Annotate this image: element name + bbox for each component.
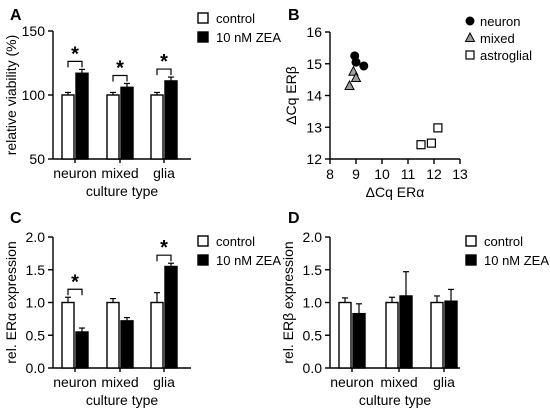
- bar-control-mixed: [106, 94, 120, 160]
- significance-bracket: [156, 254, 172, 262]
- bar-zea-mixed: [120, 86, 134, 160]
- legend-label-neuron: neuron: [480, 14, 520, 29]
- point-astroglial: [426, 138, 436, 148]
- y-tick-label: 1.0: [26, 295, 46, 311]
- category-label-neuron: neuron: [53, 374, 97, 390]
- bar-zea-glia: [164, 265, 178, 369]
- y-tick-label: 0.0: [26, 360, 46, 376]
- legend-swatch-control: [197, 12, 209, 24]
- significance-star: *: [160, 237, 168, 259]
- bar-control-mixed: [385, 301, 399, 369]
- y-tick-label: 12: [306, 151, 322, 167]
- panel-label-a: A: [10, 7, 22, 24]
- y-axis-label: ΔCq ERβ: [283, 66, 299, 125]
- legend-swatch-zea: [197, 31, 209, 43]
- y-tick-label: 0.0: [303, 360, 323, 376]
- y-tick-label: 0.5: [303, 327, 323, 343]
- x-tick-label: 13: [452, 166, 468, 182]
- bar-zea-neuron: [75, 331, 89, 369]
- point-mixed: [350, 71, 362, 83]
- x-axis-label: culture type: [359, 392, 432, 408]
- legend-label-astroglial: astroglial: [480, 48, 532, 63]
- legend-label-zea: 10 nM ZEA: [484, 253, 549, 268]
- legend-label-zea: 10 nM ZEA: [216, 253, 281, 268]
- y-tick-label: 1.5: [303, 262, 323, 278]
- legend-swatch-zea: [465, 254, 477, 266]
- bar-zea-glia: [444, 300, 458, 369]
- y-tick-label: 150: [22, 23, 46, 39]
- panel-label-b: B: [288, 7, 300, 24]
- category-label-glia: glia: [153, 374, 175, 390]
- x-tick-label: 11: [401, 166, 416, 182]
- category-label-mixed: mixed: [101, 165, 138, 181]
- y-tick-label: 1.5: [26, 262, 46, 278]
- y-axis-label: rel. ERβ expression: [280, 241, 296, 363]
- x-tick-label: 12: [426, 166, 442, 182]
- y-axis-label: relative viability (%): [3, 35, 19, 156]
- x-axis-label: ΔCq ERα: [366, 184, 425, 200]
- x-tick-label: 10: [374, 166, 390, 182]
- y-tick-label: 14: [306, 88, 322, 104]
- y-tick-label: 15: [306, 56, 322, 72]
- bar-control-neuron: [338, 301, 352, 369]
- significance-bracket: [156, 68, 172, 76]
- x-tick-label: 9: [352, 166, 360, 182]
- bar-control-neuron: [61, 94, 75, 160]
- point-astroglial: [416, 140, 426, 150]
- significance-bracket: [67, 288, 83, 296]
- bar-zea-neuron: [352, 312, 366, 369]
- legend-label-control: control: [216, 11, 255, 26]
- y-tick-label: 16: [306, 24, 322, 40]
- bar-control-mixed: [106, 301, 120, 369]
- panel-label-d: D: [288, 210, 300, 227]
- legend-swatch-control: [465, 235, 477, 247]
- bar-control-glia: [150, 301, 164, 369]
- y-tick-label: 1.0: [303, 295, 323, 311]
- point-neuron: [359, 61, 369, 71]
- bar-control-neuron: [61, 301, 75, 369]
- x-axis-label: culture type: [86, 183, 159, 199]
- bar-zea-neuron: [75, 72, 89, 160]
- x-tick-label: 8: [326, 166, 334, 182]
- y-tick-label: 2.0: [26, 229, 46, 245]
- legend-swatch-control: [197, 235, 209, 247]
- y-tick-label: 2.0: [303, 229, 323, 245]
- legend-label-control: control: [484, 234, 523, 249]
- category-label-glia: glia: [433, 374, 455, 390]
- point-astroglial: [433, 123, 443, 133]
- legend-marker-astroglial: [465, 50, 475, 60]
- legend-marker-mixed: [464, 31, 476, 42]
- x-axis-label: culture type: [86, 392, 159, 408]
- bar-zea-mixed: [399, 295, 413, 369]
- category-label-mixed: mixed: [380, 374, 417, 390]
- significance-star: *: [116, 57, 124, 79]
- point-neuron: [351, 57, 361, 67]
- legend-label-zea: 10 nM ZEA: [216, 30, 281, 45]
- category-label-neuron: neuron: [53, 165, 97, 181]
- panel-label-c: C: [10, 210, 22, 227]
- legend-marker-neuron: [465, 16, 475, 26]
- category-label-glia: glia: [153, 165, 175, 181]
- point-mixed: [344, 79, 355, 90]
- category-label-mixed: mixed: [101, 374, 138, 390]
- significance-star: *: [71, 43, 79, 65]
- legend-swatch-zea: [197, 254, 209, 266]
- category-label-neuron: neuron: [330, 374, 374, 390]
- significance-bracket: [112, 74, 128, 82]
- significance-star: *: [71, 271, 79, 293]
- bar-control-glia: [150, 94, 164, 160]
- legend-label-control: control: [216, 234, 255, 249]
- significance-bracket: [67, 60, 83, 68]
- y-tick-label: 50: [29, 151, 45, 167]
- bar-zea-glia: [164, 80, 178, 160]
- y-axis-label: rel. ERα expression: [3, 241, 19, 363]
- y-tick-label: 100: [22, 87, 46, 103]
- significance-star: *: [160, 51, 168, 73]
- y-tick-label: 13: [306, 119, 322, 135]
- legend-label-mixed: mixed: [480, 31, 515, 46]
- y-tick-label: 0.5: [26, 327, 46, 343]
- bar-zea-mixed: [120, 320, 134, 369]
- bar-control-glia: [430, 301, 444, 369]
